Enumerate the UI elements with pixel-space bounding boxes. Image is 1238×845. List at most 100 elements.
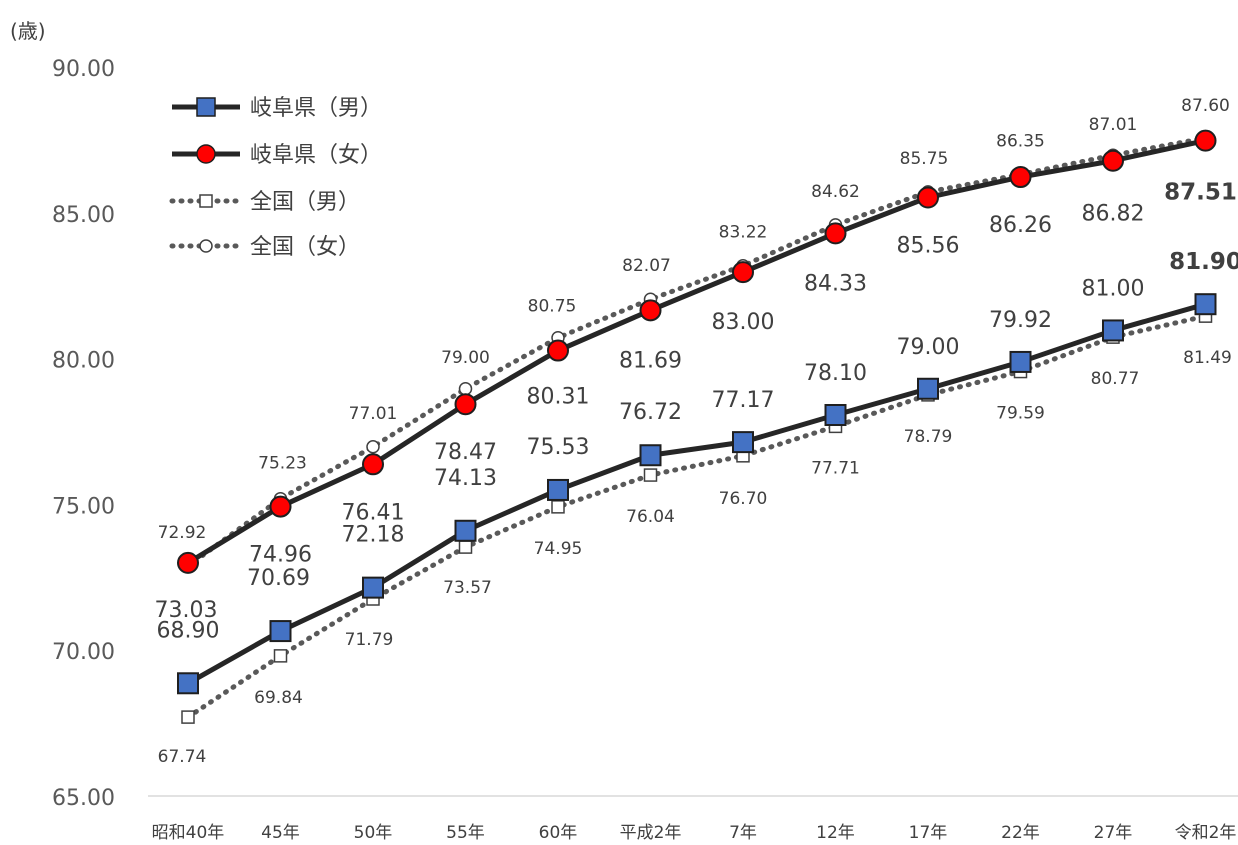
legend-label: 全国（男） [250, 190, 360, 215]
data-label: 77.17 [712, 388, 775, 413]
data-label: 80.31 [527, 385, 590, 410]
data-label: 83.22 [719, 223, 768, 243]
data-point [824, 222, 847, 245]
data-label: 78.79 [904, 427, 953, 447]
data-label: 81.90 [1169, 249, 1238, 275]
x-tick-label: 45年 [261, 823, 300, 841]
x-tick-label: 平成2年 [620, 823, 682, 841]
data-label: 87.01 [1089, 115, 1138, 135]
data-point [362, 453, 384, 476]
data-label-layer: 68.90 70.69 72.18 74.13 75.53 76.72 77.17 78.10… [155, 96, 1238, 767]
series-line [186, 301, 1207, 686]
data-label: 85.56 [897, 233, 960, 258]
y-axis-unit-label: (歳) [10, 19, 46, 43]
legend-label: 岐阜県（男） [250, 96, 382, 121]
data-label: 81.49 [1183, 348, 1232, 368]
data-label: 73.57 [443, 578, 492, 598]
data-label: 86.26 [989, 213, 1052, 238]
data-label: 85.75 [900, 149, 949, 169]
data-point [177, 672, 199, 695]
data-point [547, 478, 569, 501]
data-label: 81.69 [619, 348, 682, 373]
data-point [362, 576, 384, 599]
data-point [643, 468, 658, 482]
y-tick-label: 90.00 [52, 57, 115, 82]
data-point [454, 519, 477, 542]
data-point [639, 299, 662, 322]
data-label: 86.35 [996, 131, 1045, 151]
data-label: 87.60 [1181, 96, 1230, 116]
data-label: 80.75 [528, 297, 577, 317]
data-point [824, 404, 847, 427]
data-point [917, 377, 939, 400]
legend-marker [199, 194, 213, 208]
data-label: 86.82 [1082, 202, 1145, 227]
x-tick-label: 55年 [446, 823, 485, 841]
data-label: 67.74 [158, 747, 207, 767]
data-label: 72.92 [158, 523, 207, 543]
data-label: 74.13 [434, 466, 497, 491]
data-label: 81.00 [1082, 276, 1145, 301]
legend-marker [196, 144, 216, 164]
data-point [181, 710, 195, 724]
data-label: 70.69 [247, 566, 310, 591]
data-label: 83.00 [712, 310, 775, 335]
data-point [273, 649, 288, 663]
data-point [1102, 319, 1124, 342]
data-point [1194, 293, 1217, 316]
data-label: 78.10 [804, 361, 867, 386]
data-label: 80.77 [1091, 369, 1140, 389]
data-label: 69.84 [254, 688, 303, 708]
data-label: 68.90 [157, 618, 220, 643]
data-label: 76.04 [626, 507, 675, 527]
x-tick-label: 7年 [729, 823, 757, 841]
x-tick-label: 昭和40年 [152, 823, 225, 841]
data-label: 79.00 [441, 348, 490, 368]
data-label: 73.03 [155, 598, 218, 623]
y-tick-label: 80.00 [52, 349, 115, 374]
legend-marker [196, 97, 216, 117]
x-tick-label: 令和2年 [1175, 823, 1237, 841]
data-label: 79.59 [996, 404, 1045, 424]
data-point [547, 339, 569, 362]
data-label: 76.70 [719, 489, 768, 509]
data-point [1102, 149, 1124, 172]
data-point [732, 261, 754, 284]
x-tick-label: 22年 [1001, 823, 1040, 841]
data-point [454, 393, 477, 416]
data-label: 72.18 [342, 523, 405, 548]
data-point [917, 186, 939, 209]
x-tick-label: 50年 [354, 823, 393, 841]
y-tick-label: 70.00 [52, 640, 115, 665]
data-label: 79.00 [897, 335, 960, 360]
data-label: 84.62 [811, 182, 860, 202]
data-point [1009, 166, 1032, 189]
data-point [366, 440, 380, 454]
data-label: 74.95 [534, 539, 583, 559]
series-line [185, 135, 1208, 569]
data-label: 76.72 [619, 400, 682, 425]
data-point [1194, 129, 1217, 152]
data-point [177, 551, 199, 574]
x-tick-label: 17年 [909, 823, 948, 841]
data-label: 75.53 [527, 435, 590, 460]
series-layer [177, 129, 1217, 724]
y-tick-label: 85.00 [52, 203, 115, 228]
data-label: 84.33 [804, 271, 867, 296]
data-label: 87.51 [1164, 180, 1237, 206]
y-tick-label: 75.00 [52, 494, 115, 519]
data-point [1009, 350, 1032, 373]
data-label: 79.92 [989, 308, 1052, 333]
data-point [269, 620, 292, 643]
data-label: 78.47 [434, 440, 497, 465]
data-point [732, 431, 754, 454]
axis-tick-layer: 90.00 85.00 80.00 75.00 70.00 65.00 昭和40年 45年 50… [52, 57, 1237, 843]
x-tick-label: 60年 [539, 823, 578, 841]
data-point [639, 444, 662, 467]
data-label: 77.01 [349, 404, 398, 424]
y-tick-label: 65.00 [52, 786, 115, 811]
data-point [269, 495, 292, 518]
data-label: 76.41 [342, 500, 405, 525]
